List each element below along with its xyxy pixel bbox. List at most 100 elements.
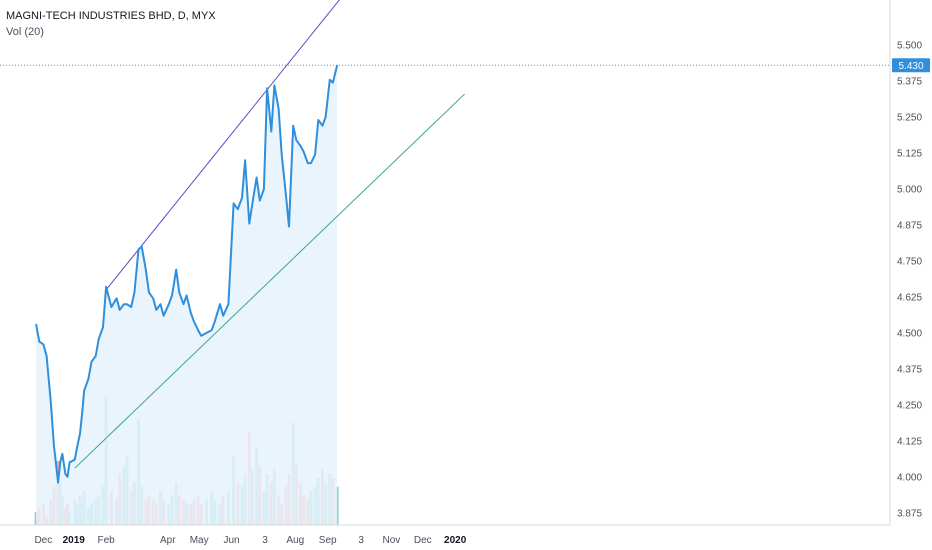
chart-title: MAGNI-TECH INDUSTRIES BHD, D, MYX bbox=[6, 10, 216, 22]
x-tick-label: Apr bbox=[160, 535, 176, 546]
price-point bbox=[186, 294, 188, 297]
price-point bbox=[266, 87, 268, 89]
price-point bbox=[83, 389, 85, 392]
price-point bbox=[57, 482, 59, 484]
price-point bbox=[178, 292, 180, 294]
price-point bbox=[87, 378, 89, 380]
price-point bbox=[50, 401, 52, 403]
price-point bbox=[241, 197, 243, 199]
price-point bbox=[46, 355, 48, 357]
price-point bbox=[288, 225, 290, 228]
price-point bbox=[76, 447, 78, 449]
price-point bbox=[307, 162, 309, 164]
time-axis[interactable]: Dec 2019 Feb Apr May Jun 3 Aug Sep 3 Nov Dec 2020 bbox=[0, 524, 890, 546]
price-point bbox=[244, 159, 246, 161]
price-point bbox=[64, 473, 66, 475]
price-point bbox=[227, 303, 229, 305]
y-tick-label: 4.500 bbox=[897, 328, 922, 339]
x-tick-label: 3 bbox=[358, 535, 364, 546]
price-point bbox=[182, 303, 185, 305]
price-point bbox=[168, 303, 170, 305]
x-tick-label: Dec bbox=[34, 535, 52, 546]
price-point bbox=[325, 116, 327, 118]
price-point bbox=[79, 433, 81, 435]
price-point bbox=[145, 269, 147, 271]
upper-trendline[interactable] bbox=[105, 0, 342, 291]
price-point bbox=[329, 79, 331, 81]
x-tick-label: May bbox=[190, 535, 209, 546]
price-point bbox=[95, 355, 97, 357]
last-price-badge bbox=[892, 58, 930, 73]
price-point bbox=[175, 269, 177, 271]
price-point bbox=[222, 315, 224, 317]
y-tick-label: 5.375 bbox=[897, 77, 922, 88]
x-tick-label: Dec bbox=[414, 535, 432, 546]
y-tick-label: 4.750 bbox=[897, 256, 922, 267]
last-price-marker: 5.430 bbox=[0, 58, 930, 73]
price-point bbox=[321, 125, 324, 127]
price-point bbox=[193, 320, 195, 322]
price-point bbox=[299, 145, 302, 147]
y-tick-label: 5.500 bbox=[897, 41, 922, 52]
x-tick-label: 3 bbox=[262, 535, 268, 546]
price-point bbox=[59, 461, 61, 463]
x-tick-label: 2019 bbox=[63, 535, 86, 546]
y-tick-label: 4.375 bbox=[897, 364, 922, 375]
price-point bbox=[281, 153, 283, 156]
price-point bbox=[332, 82, 334, 84]
price-point bbox=[211, 329, 213, 331]
price-point bbox=[273, 84, 275, 86]
price-point bbox=[53, 444, 55, 446]
y-tick-label: 5.000 bbox=[897, 185, 922, 196]
price-point bbox=[152, 297, 154, 299]
price-point bbox=[285, 194, 287, 196]
price-point bbox=[200, 335, 202, 337]
price-point bbox=[295, 139, 297, 141]
price-point bbox=[263, 188, 265, 190]
price-point bbox=[98, 338, 100, 340]
price-point bbox=[69, 461, 71, 463]
price-point bbox=[35, 323, 37, 325]
price-point bbox=[61, 453, 63, 455]
price-point bbox=[214, 320, 216, 322]
price-point bbox=[292, 125, 294, 127]
last-price-label: 5.430 bbox=[898, 61, 923, 72]
x-tick-label: Jun bbox=[223, 535, 239, 546]
price-point bbox=[110, 306, 112, 308]
price-point bbox=[126, 303, 128, 305]
price-point bbox=[317, 119, 319, 121]
price-point bbox=[278, 107, 280, 110]
price-point bbox=[66, 476, 69, 478]
y-tick-label: 5.125 bbox=[897, 149, 922, 160]
y-tick-label: 4.000 bbox=[897, 472, 922, 483]
x-tick-label: 2020 bbox=[444, 535, 467, 546]
y-tick-label: 4.625 bbox=[897, 292, 922, 303]
lower-trendline[interactable] bbox=[74, 93, 465, 469]
price-point bbox=[270, 130, 272, 133]
price-series bbox=[35, 64, 339, 484]
price-point bbox=[237, 208, 239, 210]
price-point bbox=[163, 315, 165, 317]
y-tick-label: 5.250 bbox=[897, 113, 922, 124]
price-area-fill bbox=[36, 65, 338, 526]
price-point bbox=[123, 303, 125, 305]
price-point bbox=[102, 326, 104, 328]
x-tick-label: Nov bbox=[383, 535, 401, 546]
trendlines[interactable] bbox=[74, 0, 465, 469]
y-tick-label: 3.875 bbox=[897, 508, 922, 519]
price-point bbox=[219, 303, 221, 305]
price-point bbox=[74, 459, 76, 461]
price-point bbox=[233, 202, 235, 204]
price-point bbox=[256, 176, 258, 179]
price-point bbox=[190, 312, 192, 314]
price-point bbox=[251, 202, 253, 204]
x-tick-label: Aug bbox=[286, 535, 304, 546]
price-point bbox=[205, 332, 208, 334]
price-point bbox=[141, 246, 143, 248]
price-area bbox=[36, 65, 338, 526]
x-tick-label: Feb bbox=[98, 535, 116, 546]
price-point bbox=[133, 292, 135, 294]
y-tick-label: 4.250 bbox=[897, 400, 922, 411]
price-axis[interactable]: 5.500 5.375 5.250 5.125 5.000 4.875 4.750 4.625… bbox=[889, 0, 922, 525]
